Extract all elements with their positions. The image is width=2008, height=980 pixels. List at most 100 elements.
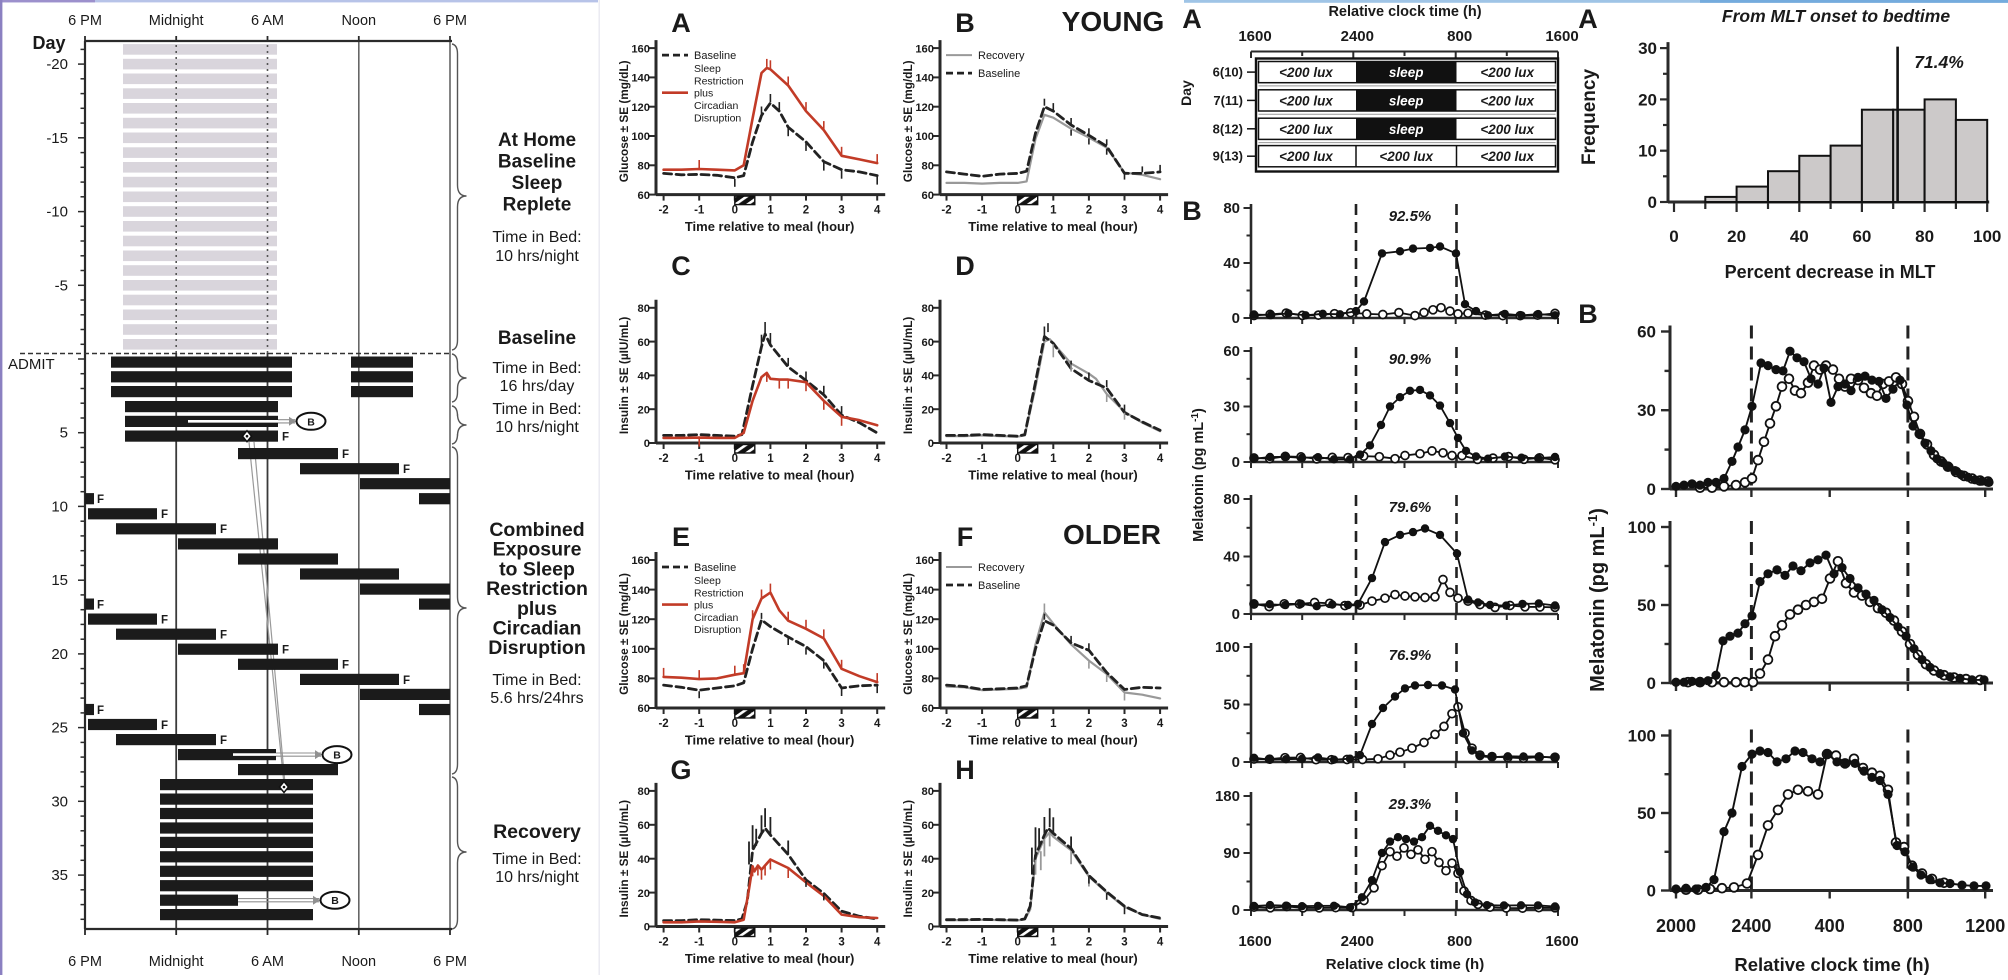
svg-text:10 hrs/night: 10 hrs/night: [495, 248, 579, 265]
svg-text:<200 lux: <200 lux: [1279, 149, 1333, 164]
svg-text:40: 40: [1223, 255, 1240, 272]
svg-text:79.6%: 79.6%: [1389, 499, 1432, 516]
svg-text:60: 60: [922, 337, 934, 349]
svg-text:800: 800: [1447, 933, 1472, 950]
svg-text:6 PM: 6 PM: [433, 13, 467, 29]
svg-text:B: B: [955, 8, 975, 38]
svg-text:160: 160: [915, 555, 934, 567]
svg-text:160: 160: [915, 43, 934, 55]
svg-text:1: 1: [1050, 937, 1057, 949]
svg-text:F: F: [220, 524, 227, 536]
svg-text:Midnight: Midnight: [149, 954, 204, 970]
svg-text:plus: plus: [694, 88, 713, 100]
svg-text:20: 20: [1638, 90, 1657, 109]
svg-text:5: 5: [60, 425, 68, 442]
svg-text:2: 2: [1086, 937, 1092, 949]
svg-text:180: 180: [1215, 788, 1240, 805]
svg-text:Time in Bed:: Time in Bed:: [492, 401, 581, 418]
svg-text:G: G: [670, 755, 691, 785]
svg-text:0: 0: [1232, 754, 1240, 771]
svg-text:At Home: At Home: [498, 130, 576, 151]
svg-text:800: 800: [1447, 28, 1472, 45]
svg-text:160: 160: [631, 555, 650, 567]
svg-text:71.4%: 71.4%: [1914, 52, 1964, 72]
svg-text:<200 lux: <200 lux: [1480, 93, 1534, 108]
svg-text:Insulin ± SE (µIU/mL): Insulin ± SE (µIU/mL): [617, 800, 631, 918]
svg-text:120: 120: [631, 614, 650, 626]
svg-text:50: 50: [1637, 596, 1656, 615]
svg-text:B: B: [333, 750, 341, 762]
svg-text:-10: -10: [46, 204, 68, 221]
svg-text:120: 120: [915, 614, 934, 626]
svg-text:B: B: [1182, 196, 1202, 226]
svg-text:400: 400: [1815, 916, 1845, 936]
svg-text:10: 10: [1638, 142, 1657, 161]
svg-text:Baseline: Baseline: [978, 580, 1020, 592]
svg-text:0: 0: [1232, 310, 1240, 327]
svg-text:Time relative to meal (hour): Time relative to meal (hour): [685, 468, 855, 483]
svg-text:Time relative to meal (hour): Time relative to meal (hour): [685, 951, 855, 966]
svg-text:100: 100: [631, 131, 650, 143]
svg-text:80: 80: [922, 674, 934, 686]
svg-text:-2: -2: [658, 453, 668, 465]
svg-text:80: 80: [922, 161, 934, 173]
svg-text:sleep: sleep: [1389, 93, 1424, 108]
svg-text:6 PM: 6 PM: [68, 13, 102, 29]
svg-text:100: 100: [1973, 227, 2001, 246]
svg-text:1: 1: [1050, 453, 1057, 465]
svg-text:2: 2: [803, 453, 809, 465]
svg-text:-1: -1: [977, 205, 988, 217]
svg-text:-1: -1: [977, 718, 988, 730]
svg-text:0: 0: [1232, 454, 1240, 471]
svg-text:35: 35: [51, 867, 68, 884]
svg-text:Time in Bed:: Time in Bed:: [492, 851, 581, 868]
svg-text:0: 0: [732, 718, 738, 730]
svg-text:1: 1: [767, 453, 774, 465]
svg-text:Noon: Noon: [341, 13, 376, 29]
svg-text:Glucose ± SE (mg/dL): Glucose ± SE (mg/dL): [901, 60, 915, 182]
svg-text:-15: -15: [46, 130, 68, 147]
svg-text:Time in Bed:: Time in Bed:: [492, 360, 581, 377]
svg-text:-5: -5: [55, 277, 68, 294]
svg-text:15: 15: [51, 572, 68, 589]
svg-text:F: F: [282, 645, 289, 657]
svg-text:92.5%: 92.5%: [1389, 208, 1432, 225]
svg-text:90.9%: 90.9%: [1389, 351, 1432, 368]
svg-text:F: F: [282, 432, 289, 444]
svg-text:30: 30: [51, 793, 68, 810]
svg-text:-2: -2: [658, 937, 668, 949]
svg-text:0: 0: [1647, 674, 1656, 693]
svg-text:F: F: [403, 675, 410, 687]
svg-text:0: 0: [644, 922, 650, 934]
svg-text:6 PM: 6 PM: [433, 954, 467, 970]
svg-text:25: 25: [51, 720, 68, 737]
svg-text:F: F: [97, 600, 104, 612]
svg-text:80: 80: [638, 161, 650, 173]
svg-text:D: D: [955, 251, 975, 281]
svg-text:<200 lux: <200 lux: [1480, 122, 1534, 137]
svg-text:3: 3: [1121, 718, 1127, 730]
svg-text:1600: 1600: [1545, 933, 1578, 950]
svg-text:30: 30: [1223, 399, 1240, 416]
svg-text:80: 80: [638, 786, 650, 798]
svg-text:1: 1: [767, 205, 774, 217]
svg-text:plus: plus: [517, 598, 557, 620]
svg-text:1600: 1600: [1545, 28, 1578, 45]
svg-text:80: 80: [1223, 200, 1240, 217]
svg-text:Circadian: Circadian: [694, 612, 739, 624]
svg-text:0: 0: [732, 453, 738, 465]
svg-text:<200 lux: <200 lux: [1279, 65, 1333, 80]
svg-text:F: F: [957, 522, 974, 552]
svg-text:0: 0: [1648, 193, 1657, 212]
svg-text:to Sleep: to Sleep: [499, 558, 575, 580]
svg-text:80: 80: [638, 674, 650, 686]
svg-text:90: 90: [1223, 845, 1240, 862]
svg-text:2400: 2400: [1731, 916, 1771, 936]
svg-text:Baseline: Baseline: [978, 68, 1020, 80]
svg-text:-2: -2: [941, 937, 951, 949]
svg-text:1600: 1600: [1238, 28, 1271, 45]
svg-text:Sleep: Sleep: [694, 63, 721, 75]
svg-text:40: 40: [922, 854, 934, 866]
svg-text:F: F: [161, 615, 168, 627]
svg-text:Disruption: Disruption: [488, 637, 586, 659]
